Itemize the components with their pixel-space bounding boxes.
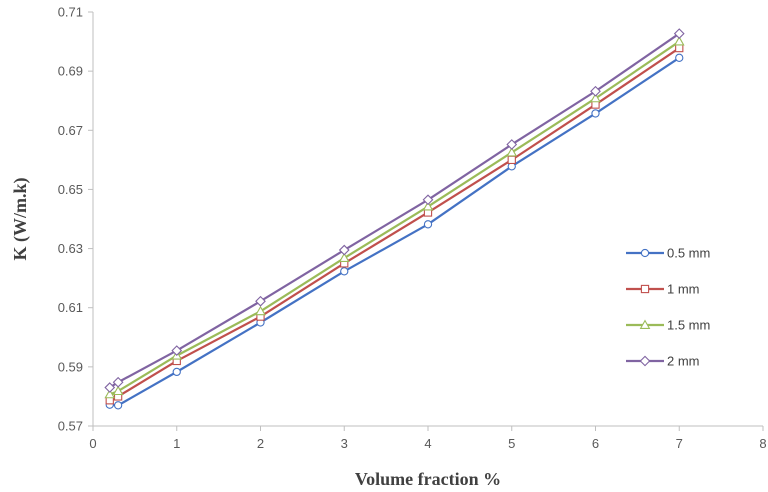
y-tick-label: 0.65 (58, 182, 83, 197)
data-point (675, 43, 684, 53)
y-tick-label: 0.57 (58, 419, 83, 434)
y-tick-label: 0.69 (58, 64, 83, 79)
series-line (109, 32, 680, 389)
x-tick-label: 6 (592, 436, 599, 451)
legend-item: 1 mm (626, 282, 700, 297)
data-point (673, 36, 685, 46)
data-point (171, 345, 183, 356)
tick-labels: 0.57 0.59 0.61 0.63 0.65 0.67 0.69 0.71 0 1 2 3 4 5 6 7… (58, 5, 767, 452)
y-tick-label: 0.67 (58, 123, 83, 138)
data-point (422, 194, 434, 206)
x-tick-label: 4 (424, 436, 431, 451)
series-1 (105, 43, 684, 405)
data-point (590, 92, 601, 103)
data-point (172, 367, 181, 377)
data-point (423, 220, 433, 229)
data-point (112, 376, 124, 388)
legend-item: 0.5 mm (626, 246, 710, 261)
data-point (591, 109, 600, 118)
x-tick-label: 5 (508, 436, 515, 451)
x-tick-label: 8 (759, 436, 766, 451)
x-tick-label: 2 (257, 436, 264, 451)
data-point (340, 267, 349, 276)
legend-marker (640, 284, 650, 294)
y-tick-label: 0.71 (58, 5, 83, 20)
series-layer (104, 28, 685, 410)
data-point (112, 385, 124, 396)
x-tick-label: 7 (676, 436, 683, 451)
series-3 (104, 28, 685, 393)
legend-marker (639, 319, 651, 329)
data-point (338, 244, 350, 256)
series-2 (104, 36, 685, 399)
data-point (255, 305, 266, 316)
x-tick-label: 1 (173, 436, 180, 451)
data-point (675, 53, 684, 62)
legend-label: 1 mm (667, 282, 700, 297)
legend-label: 0.5 mm (667, 246, 710, 261)
legend: 0.5 mm 1 mm 1.5 mm 2 mm (626, 246, 710, 369)
data-point (673, 28, 685, 39)
x-axis-title: Volume fraction % (355, 469, 501, 489)
axes (88, 11, 764, 431)
x-tick-label: 3 (341, 436, 348, 451)
legend-item: 1.5 mm (626, 318, 710, 333)
data-point (104, 388, 116, 399)
data-point (422, 201, 434, 211)
data-point (338, 252, 350, 262)
y-tick-label: 0.61 (58, 300, 83, 315)
y-axis-title: K (W/m.k) (10, 177, 31, 260)
legend-item: 2 mm (626, 354, 700, 369)
data-point (590, 85, 601, 97)
legend-marker (640, 248, 650, 258)
legend-marker (639, 355, 651, 367)
data-point (506, 146, 518, 157)
legend-label: 1.5 mm (667, 318, 710, 333)
y-tick-label: 0.63 (58, 241, 83, 256)
data-point (506, 139, 518, 150)
data-point (255, 295, 266, 307)
y-tick-label: 0.59 (58, 359, 83, 374)
data-point (113, 401, 123, 410)
x-tick-label: 0 (89, 436, 96, 451)
data-point (104, 382, 116, 393)
data-point (507, 155, 516, 165)
legend-label: 2 mm (667, 354, 700, 369)
